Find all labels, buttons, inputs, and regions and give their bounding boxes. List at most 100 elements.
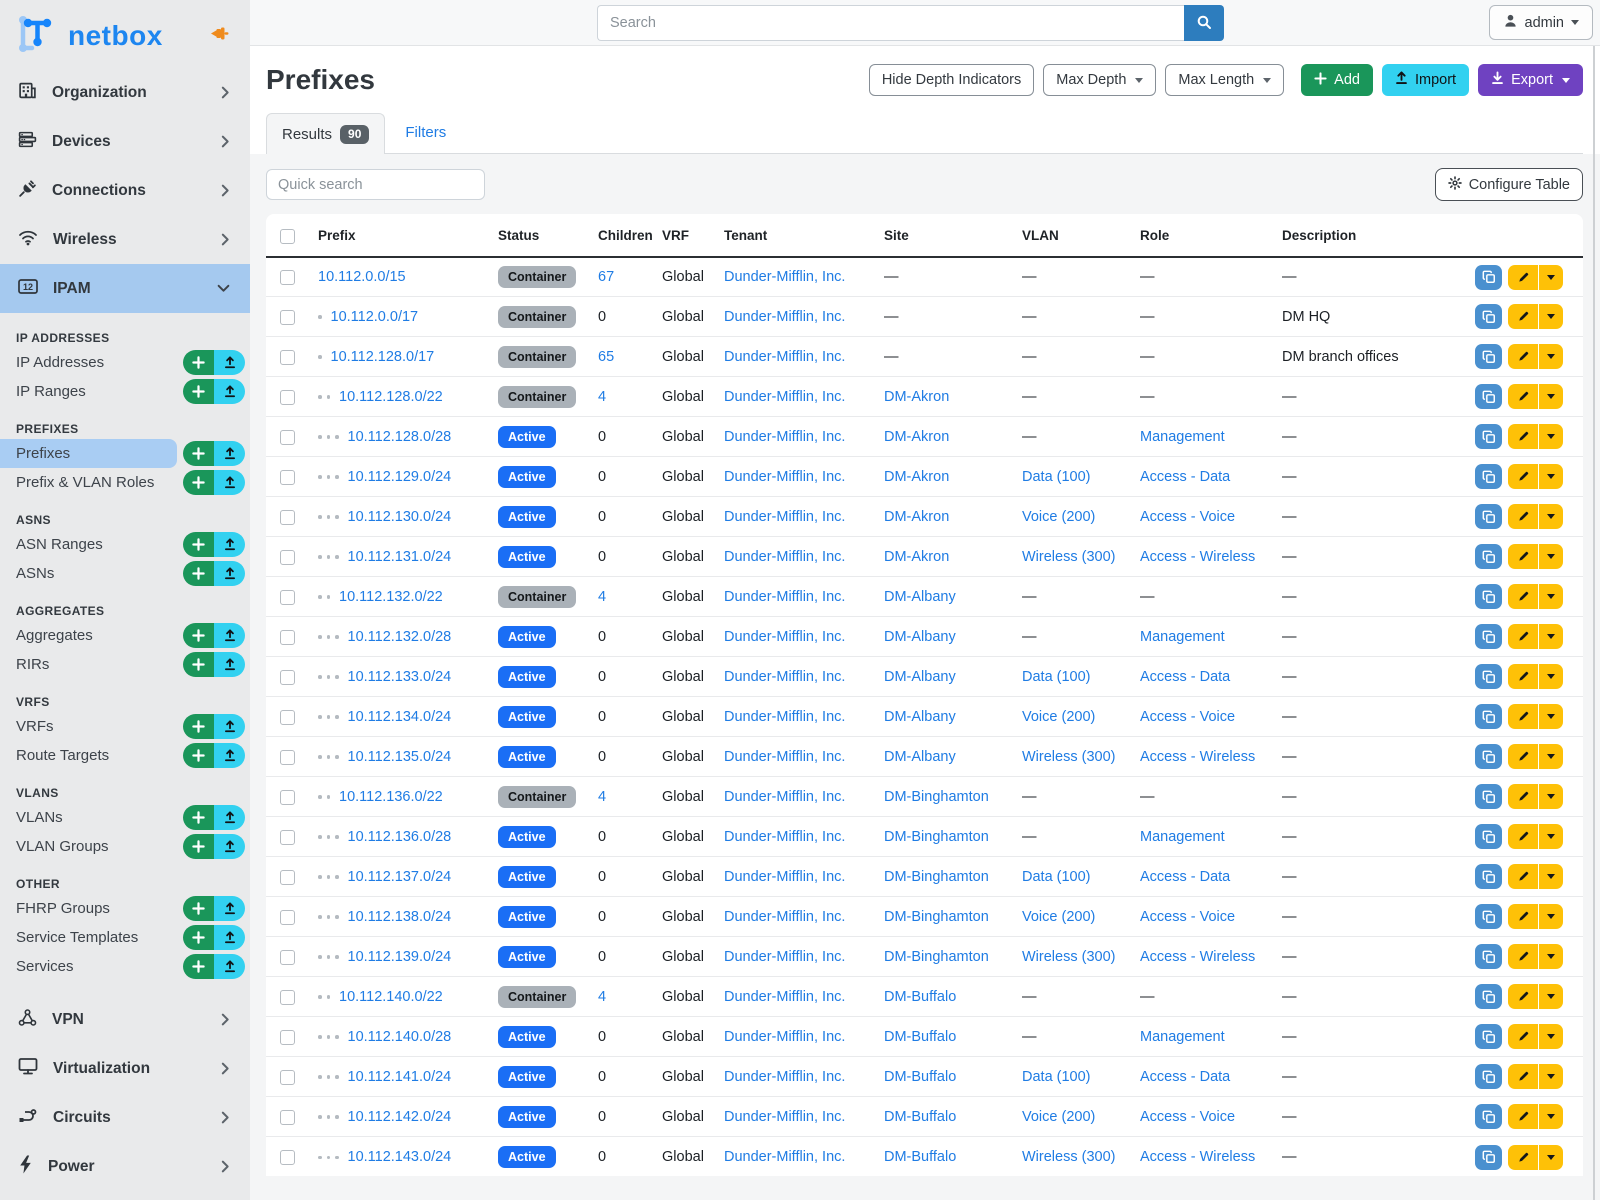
import-services-button[interactable] [214,954,245,979]
import-route-targets-button[interactable] [214,743,245,768]
sidebar-item-rirs[interactable]: RIRs [0,650,250,679]
tab-results[interactable]: Results 90 [266,113,386,154]
prefix-link[interactable]: 10.112.141.0/24 [347,1068,452,1085]
tenant-link[interactable]: Dunder-Mifflin, Inc. [724,269,846,286]
edit-dropdown-button[interactable] [1539,1144,1563,1170]
row-checkbox[interactable] [280,589,295,605]
role-link[interactable]: Access - Data [1140,868,1231,885]
add-vlans-button[interactable] [183,805,214,830]
row-checkbox[interactable] [280,709,295,725]
vlan-link[interactable]: Data (100) [1022,1068,1091,1085]
prefix-link[interactable]: 10.112.132.0/28 [347,628,452,645]
role-link[interactable]: Access - Data [1140,468,1231,485]
row-checkbox[interactable] [280,309,295,325]
tenant-link[interactable]: Dunder-Mifflin, Inc. [724,868,846,885]
children-count[interactable]: 4 [598,588,607,605]
quick-search-input[interactable] [266,169,485,200]
edit-dropdown-button[interactable] [1539,824,1563,850]
role-link[interactable]: Access - Data [1140,668,1231,685]
edit-dropdown-button[interactable] [1539,424,1563,450]
role-link[interactable]: Management [1140,828,1225,845]
column-header-prefix[interactable]: Prefix [308,214,488,258]
edit-button[interactable] [1508,384,1538,410]
import-fhrp-groups-button[interactable] [214,896,245,921]
add-vrfs-button[interactable] [183,714,214,739]
row-checkbox[interactable] [280,389,295,405]
edit-dropdown-button[interactable] [1539,584,1563,610]
copy-button[interactable] [1475,1144,1502,1170]
edit-button[interactable] [1508,784,1538,810]
edit-button[interactable] [1508,744,1538,770]
copy-button[interactable] [1475,624,1502,650]
column-header-site[interactable]: Site [874,214,1012,258]
edit-button[interactable] [1508,344,1538,370]
edit-button[interactable] [1508,544,1538,570]
max-depth-dropdown[interactable]: Max Depth [1043,64,1157,96]
edit-button[interactable] [1508,264,1538,290]
edit-dropdown-button[interactable] [1539,504,1563,530]
add-service-templates-button[interactable] [183,925,214,950]
site-link[interactable]: DM-Buffalo [884,988,957,1005]
tab-filters[interactable]: Filters [405,124,447,141]
vlan-link[interactable]: Voice (200) [1022,1108,1096,1125]
edit-button[interactable] [1508,704,1538,730]
tenant-link[interactable]: Dunder-Mifflin, Inc. [724,788,846,805]
sidebar-item-devices[interactable]: Devices [0,117,250,166]
column-header-tenant[interactable]: Tenant [714,214,874,258]
prefix-link[interactable]: 10.112.140.0/28 [347,1028,452,1045]
row-checkbox[interactable] [280,789,295,805]
role-link[interactable]: Management [1140,628,1225,645]
sidebar-item-vpn[interactable]: VPN [0,995,250,1044]
tenant-link[interactable]: Dunder-Mifflin, Inc. [724,748,846,765]
sidebar-item-vlan-groups[interactable]: VLAN Groups [0,832,250,861]
edit-dropdown-button[interactable] [1539,1104,1563,1130]
tenant-link[interactable]: Dunder-Mifflin, Inc. [724,708,846,725]
sidebar-item-virtualization[interactable]: Virtualization [0,1044,250,1093]
add-ip-addresses-button[interactable] [183,350,214,375]
children-count[interactable]: 67 [598,269,615,286]
export-dropdown[interactable]: Export [1478,64,1583,96]
edit-dropdown-button[interactable] [1539,344,1563,370]
import-vlan-groups-button[interactable] [214,834,245,859]
row-checkbox[interactable] [280,669,295,685]
role-link[interactable]: Management [1140,1028,1225,1045]
import-service-templates-button[interactable] [214,925,245,950]
copy-button[interactable] [1475,464,1502,490]
edit-button[interactable] [1508,944,1538,970]
site-link[interactable]: DM-Binghamton [884,788,989,805]
sidebar-item-prefix-vlan-roles[interactable]: Prefix & VLAN Roles [0,468,250,497]
brand[interactable]: netbox [0,0,250,68]
copy-button[interactable] [1475,704,1502,730]
add-rirs-button[interactable] [183,652,214,677]
row-checkbox[interactable] [280,549,295,565]
scrollbar[interactable] [1593,46,1595,1200]
copy-button[interactable] [1475,504,1502,530]
column-header-description[interactable]: Description [1272,214,1443,258]
tenant-link[interactable]: Dunder-Mifflin, Inc. [724,668,846,685]
edit-dropdown-button[interactable] [1539,664,1563,690]
row-checkbox[interactable] [280,349,295,365]
site-link[interactable]: DM-Albany [884,668,956,685]
role-link[interactable]: Management [1140,428,1225,445]
copy-button[interactable] [1475,264,1502,290]
add-prefixes-button[interactable] [183,441,214,466]
site-link[interactable]: DM-Albany [884,628,956,645]
edit-button[interactable] [1508,304,1538,330]
row-checkbox[interactable] [280,429,295,445]
copy-button[interactable] [1475,864,1502,890]
row-checkbox[interactable] [280,1149,295,1165]
role-link[interactable]: Access - Wireless [1140,548,1256,565]
edit-dropdown-button[interactable] [1539,704,1563,730]
copy-button[interactable] [1475,384,1502,410]
column-header-vlan[interactable]: VLAN [1012,214,1130,258]
role-link[interactable]: Access - Voice [1140,1108,1236,1125]
row-checkbox[interactable] [280,949,295,965]
edit-dropdown-button[interactable] [1539,624,1563,650]
global-search-input[interactable] [597,5,1184,41]
vlan-link[interactable]: Voice (200) [1022,508,1096,525]
copy-button[interactable] [1475,664,1502,690]
prefix-link[interactable]: 10.112.134.0/24 [347,708,452,725]
tenant-link[interactable]: Dunder-Mifflin, Inc. [724,908,846,925]
edit-button[interactable] [1508,1064,1538,1090]
prefix-link[interactable]: 10.112.136.0/22 [339,788,443,805]
